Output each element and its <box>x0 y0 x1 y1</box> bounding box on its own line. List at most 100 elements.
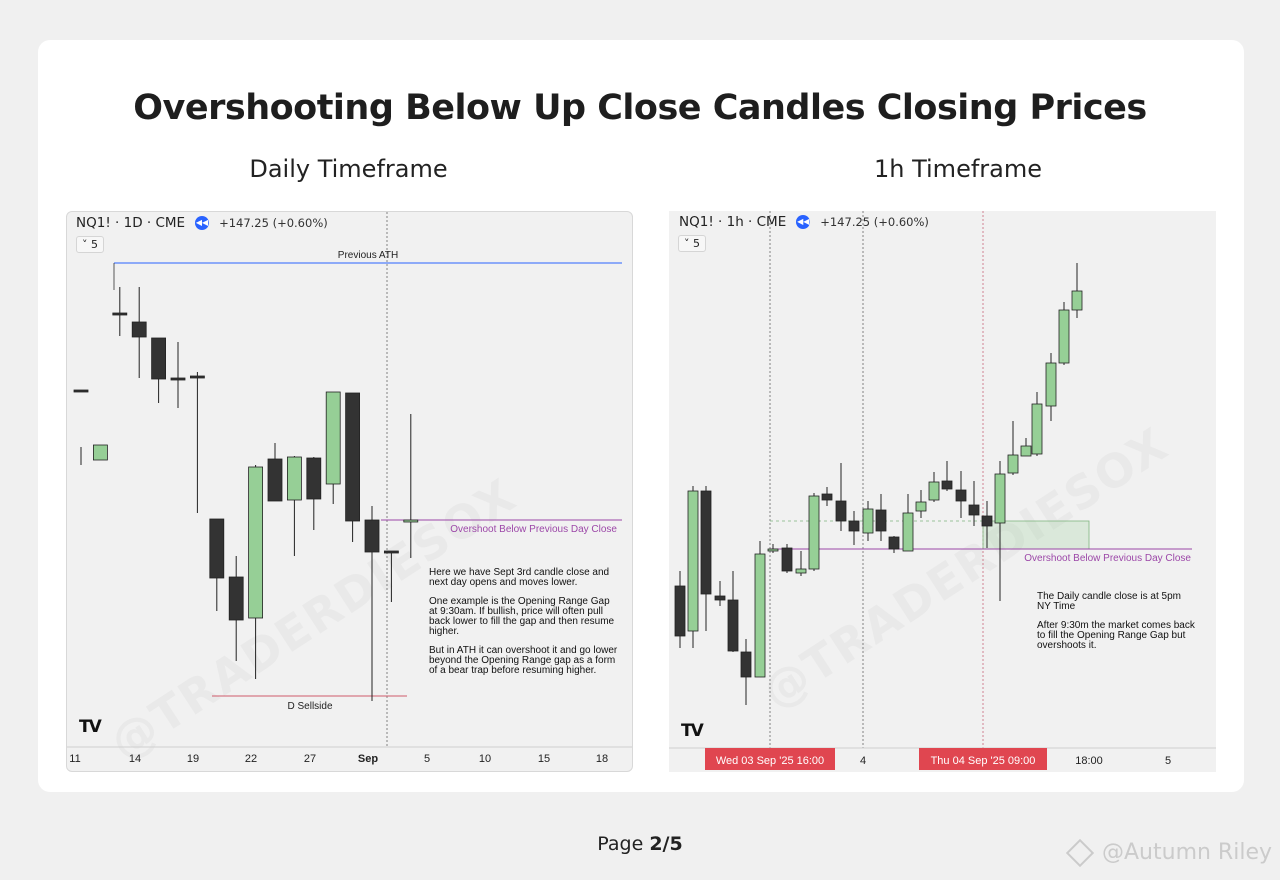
hourly-candle-20 <box>941 480 953 490</box>
daily-candle-16 <box>383 550 399 554</box>
x-tick-label: Thu 04 Sep '25 09:00 <box>931 755 1036 767</box>
tradingview-logo: TV <box>79 717 102 737</box>
hourly-candle-29 <box>1058 309 1070 364</box>
hourly-candle-0 <box>674 585 686 637</box>
x-tick-label: 10 <box>479 753 491 765</box>
daily-symbol-header: NQ1! · 1D · CME ◀◀ +147.25 (+0.60%) <box>76 215 328 231</box>
hourly-subtitle: 1h Timeframe <box>873 155 1042 183</box>
close-label: Overshoot Below Previous Day Close <box>1024 553 1191 564</box>
author-credit: @Autumn Riley <box>1065 838 1272 867</box>
page-indicator: Page 2/5 <box>0 833 1280 855</box>
x-tick-label: 5 <box>1165 755 1171 767</box>
hourly-candle-13 <box>848 520 860 532</box>
hourly-candle-21 <box>955 489 967 502</box>
hourly-candle-1 <box>687 490 699 632</box>
daily-candle-7 <box>209 518 225 579</box>
x-tick-label: 15 <box>538 753 550 765</box>
daily-candle-10 <box>267 458 283 502</box>
x-tick-label: 14 <box>129 753 141 765</box>
daily-candle-3 <box>131 321 147 338</box>
note-3: But in ATH it can overshoot it and go lo… <box>429 645 618 676</box>
hourly-candle-4 <box>727 599 739 652</box>
daily-chart-svg[interactable]: Previous ATH Overshoot Below Previous Day… <box>67 212 632 771</box>
daily-chart-panel[interactable]: @TRADERDIESOX Previous ATH Overshoot Belo… <box>66 211 633 772</box>
symbol-label: NQ1! · 1D · CME <box>76 215 186 231</box>
indicator-count: 5 <box>693 237 700 250</box>
page-number: 2/5 <box>649 833 683 855</box>
hourly-candle-9 <box>795 568 807 574</box>
hourly-candle-26 <box>1020 445 1032 457</box>
note-2: One example is the Opening Range Gap at … <box>429 596 615 637</box>
hourly-candle-16 <box>888 536 900 550</box>
hourly-candle-15 <box>875 509 887 532</box>
symbol-label: NQ1! · 1h · CME <box>679 214 787 230</box>
replay-icon[interactable]: ◀◀ <box>195 216 210 230</box>
daily-annotation: Here we have Sept 3rd candle close and n… <box>429 568 619 685</box>
daily-candle-13 <box>325 391 341 485</box>
daily-candle-9 <box>248 466 264 619</box>
ath-label: Previous ATH <box>338 250 398 261</box>
daily-subtitle: Daily Timeframe <box>249 155 448 183</box>
hourly-symbol-header: NQ1! · 1h · CME ◀◀ +147.25 (+0.60%) <box>679 214 929 230</box>
indicator-count-toggle[interactable]: ˅ 5 <box>76 236 104 253</box>
hourly-candle-18 <box>915 501 927 512</box>
indicator-count: 5 <box>91 238 98 251</box>
hourly-candle-23 <box>981 515 993 527</box>
time-badge-2 <box>919 748 1047 770</box>
hourly-chart-svg[interactable]: Overshoot Below Previous Day Close Wed 03… <box>669 211 1216 772</box>
hourly-candle-7 <box>767 548 779 552</box>
replay-icon[interactable]: ◀◀ <box>796 215 811 229</box>
hourly-candle-2 <box>700 490 712 595</box>
change-label: +147.25 (+0.60%) <box>219 216 328 230</box>
x-tick-label: 19 <box>187 753 199 765</box>
hourly-candle-11 <box>821 493 833 501</box>
x-tick-label: 4 <box>860 755 866 767</box>
hourly-candle-5 <box>740 651 752 678</box>
hourly-annotation: The Daily candle close is at 5pm NY Time… <box>1037 592 1197 660</box>
hourly-candle-19 <box>928 481 940 501</box>
hourly-candle-8 <box>781 547 793 572</box>
daily-candle-0 <box>73 389 89 393</box>
hourly-candle-25 <box>1007 454 1019 474</box>
indicator-count-toggle[interactable]: ˅ 5 <box>678 235 706 252</box>
daily-candle-1 <box>92 444 108 461</box>
daily-candle-8 <box>228 576 244 621</box>
page-title: Overshooting Below Up Close Candles Clos… <box>133 88 1147 128</box>
x-tick-label: Wed 03 Sep '25 16:00 <box>716 755 824 767</box>
diamond-icon <box>1065 838 1095 867</box>
time-badge-1 <box>705 748 835 770</box>
x-tick-label: Sep <box>358 753 378 765</box>
x-tick-label: 18:00 <box>1075 755 1103 767</box>
daily-candle-6 <box>190 375 205 379</box>
hourly-candle-27 <box>1031 403 1043 455</box>
note-2: After 9:30m the market comes back to fil… <box>1037 620 1195 651</box>
daily-candle-15 <box>364 519 380 553</box>
hourly-candle-3 <box>714 595 726 601</box>
note-1: Here we have Sept 3rd candle close and n… <box>429 567 610 588</box>
hourly-candle-22 <box>968 504 980 516</box>
hourly-chart-panel[interactable]: @TRADERDIESOX Overshoot Below Previous D… <box>669 211 1216 772</box>
hourly-candle-17 <box>902 512 914 552</box>
daily-candle-4 <box>151 337 166 380</box>
author-name: @Autumn Riley <box>1102 840 1272 865</box>
x-tick-label: 27 <box>304 753 316 765</box>
tradingview-logo: TV <box>681 721 704 741</box>
close-label: Overshoot Below Previous Day Close <box>450 524 617 535</box>
hourly-candle-24 <box>994 473 1006 524</box>
x-tick-label: 22 <box>245 753 257 765</box>
hourly-candle-30 <box>1071 290 1083 311</box>
x-tick-label: 18 <box>596 753 608 765</box>
note-1: The Daily candle close is at 5pm NY Time <box>1037 591 1181 612</box>
daily-candle-5 <box>170 377 186 381</box>
daily-candle-17 <box>403 519 419 523</box>
hourly-candle-6 <box>754 553 766 678</box>
hourly-candle-14 <box>862 508 874 534</box>
gap-box <box>982 520 1090 550</box>
hourly-candle-10 <box>808 495 820 570</box>
hourly-candle-28 <box>1045 362 1057 407</box>
daily-candle-11 <box>286 456 302 501</box>
sellside-label: D Sellside <box>287 701 332 712</box>
daily-candle-14 <box>345 392 361 522</box>
daily-candle-12 <box>306 457 322 500</box>
change-label: +147.25 (+0.60%) <box>820 215 929 229</box>
